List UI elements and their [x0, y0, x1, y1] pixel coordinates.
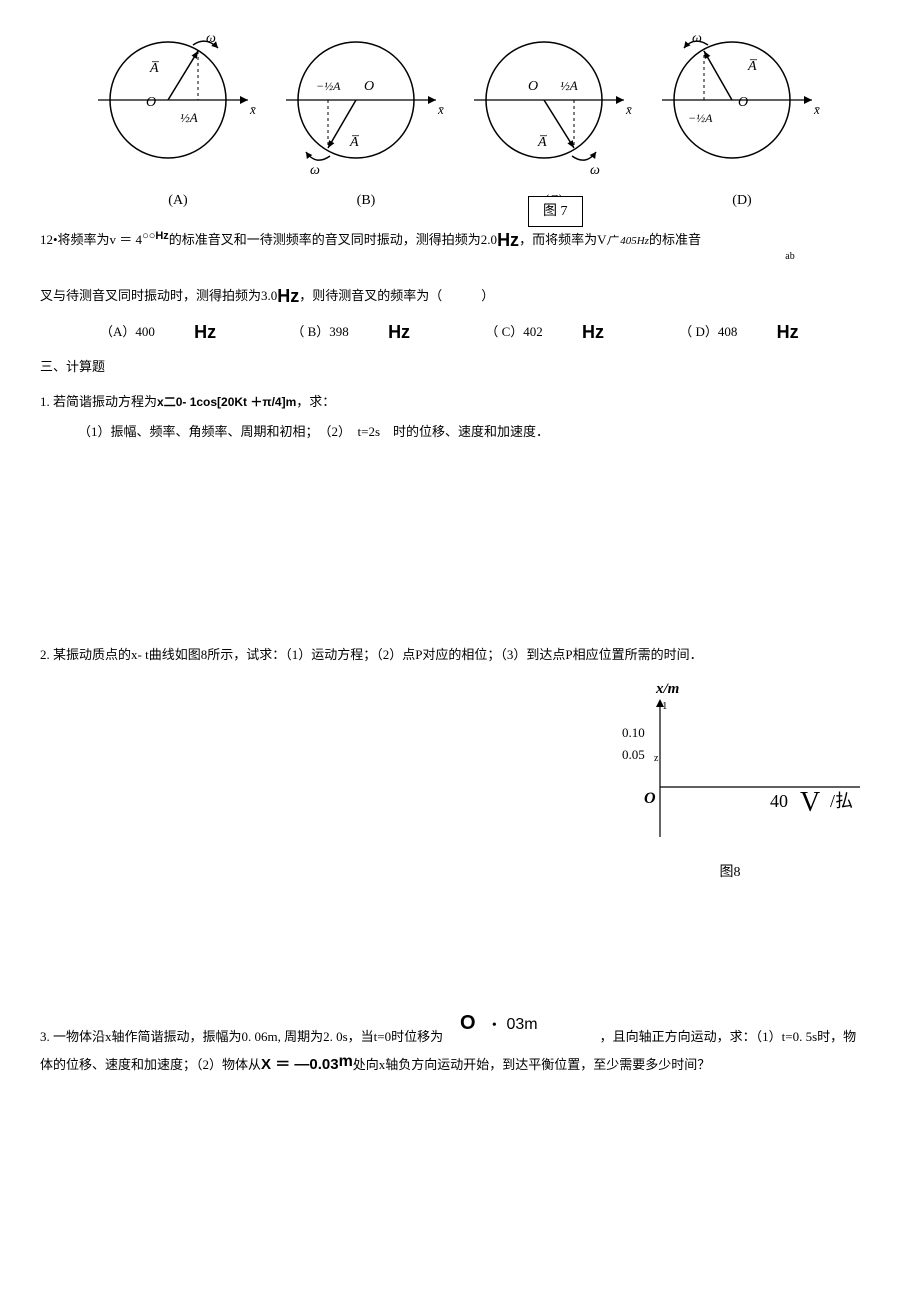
svg-text:0.10: 0.10 [622, 725, 645, 740]
svg-text:z: z [654, 753, 659, 764]
diagram-a-caption: (A) [98, 188, 258, 213]
svg-text:−½A: −½A [688, 111, 713, 125]
svg-text:O: O [146, 95, 156, 110]
calc3-line1a: 3. 一物体沿x轴作简谐振动，振幅为0. 06m, 周期为2. 0s，当t=0时… [40, 1029, 443, 1044]
diagram-a-svg: x̄ A̅ ½A Oω [98, 30, 258, 175]
q12-tail: 广 405Hz [606, 235, 648, 247]
question-12: 12•将频率为v ＝ 4○○Hz的标准音叉和一待测频率的音叉同时振动，测得拍频为… [40, 224, 880, 266]
svg-text:½A: ½A [560, 78, 578, 93]
svg-text:V: V [800, 787, 820, 818]
q12-text-2b: ，则待测音叉的频率为（ ） [299, 288, 494, 303]
svg-text:½A: ½A [180, 110, 198, 125]
option-a: （A）400 Hz [100, 324, 252, 339]
svg-text:A̅: A̅ [747, 59, 758, 74]
diagram-b-caption: (B) [286, 188, 446, 213]
diagram-b: x̄ A̅ −½A Oω (B) [286, 30, 446, 214]
q12-text-1a: 12•将频率为v ＝ 4 [40, 232, 142, 247]
svg-text:A̅: A̅ [149, 61, 160, 76]
diagram-b-svg: x̄ A̅ −½A Oω [286, 30, 446, 175]
figure-7-container: x̄A̅½AOω (A) x̄A̅−½AOω (B) x̄A̅½AOω (C) … [40, 30, 880, 214]
calc-question-2: 2. 某振动质点的x- t曲线如图8所示，试求：（1）运动方程；（2）点P对应的… [40, 643, 880, 885]
svg-text:0.05: 0.05 [622, 747, 645, 762]
svg-text:x̄: x̄ [625, 102, 632, 117]
figure-8-svg: x/m 0.10 0.05 z 1 O 40 V/払 [600, 677, 860, 847]
calc1-text: 1. 若简谐振动方程为 [40, 394, 157, 409]
svg-text:40: 40 [770, 791, 788, 811]
svg-text:O: O [528, 79, 538, 94]
calc3-line1: 3. 一物体沿x轴作简谐振动，振幅为0. 06m, 周期为2. 0s，当t=0时… [40, 1025, 880, 1048]
svg-text:ω: ω [310, 163, 320, 175]
q12-options: （A）400 Hz （ B）398 Hz （ C）402 Hz （ D）408 … [100, 316, 880, 348]
svg-text:O: O [738, 95, 748, 110]
q12-text-1c: ，而将频率为V [519, 232, 606, 247]
diagram-c: x̄A̅½AOω (C) [474, 30, 634, 214]
calc3-line1b: ，且向轴正方向运动，求：（1）t=0. 5s时，物 [600, 1029, 857, 1044]
q12-hz2: Hz [497, 230, 519, 250]
calc3-eq: X ＝ —0.03 [261, 1056, 339, 1073]
q12-ab: ab [370, 248, 920, 266]
svg-text:ω: ω [590, 163, 600, 175]
calc1-sub: （1）振幅、频率、角频率、周期和初相； （2） t=2s 时的位移、速度和加速度… [78, 420, 880, 443]
question-12-line2: 叉与待测音叉同时振动时，测得拍频为3.0Hz，则待测音叉的频率为（ ） [40, 280, 880, 312]
diagram-d: x̄ A̅ −½A Oω (D) [662, 30, 822, 214]
svg-text:O: O [364, 79, 374, 94]
q12-text-1b: 的标准音叉和一待测频率的音叉同时振动，测得拍频为2.0 [169, 232, 497, 247]
calc2-text: 2. 某振动质点的x- t曲线如图8所示，试求：（1）运动方程；（2）点P对应的… [40, 643, 880, 666]
diagram-a: x̄ A̅ ½A Oω (A) [98, 30, 258, 214]
q12-text-2a: 叉与待测音叉同时振动时，测得拍频为3.0 [40, 288, 277, 303]
q12-tail2: 的标准音 [649, 232, 701, 247]
svg-text:x̄: x̄ [437, 102, 444, 117]
q12-hz3: Hz [277, 286, 299, 306]
svg-text:1: 1 [662, 700, 668, 712]
calc1-eq: x二0- 1cos[20Kt ＋π/4]m [157, 395, 296, 409]
svg-text:A̅: A̅ [537, 135, 548, 150]
calc3-line2a: 体的位移、速度和加速度；（2）物体从 [40, 1057, 261, 1072]
section-3-heading: 三、计算题 [40, 355, 880, 378]
svg-text:−½A: −½A [316, 79, 341, 93]
figure-7-label: 图 7 [528, 196, 583, 227]
svg-text:A̅: A̅ [349, 135, 360, 150]
diagram-c-svg: x̄ A̅ ½A Oω [474, 30, 634, 175]
option-b: （ B）398 Hz [291, 324, 446, 339]
q12-hz1: ○○Hz [142, 230, 169, 242]
svg-text:ω: ω [692, 31, 702, 46]
calc3-m: m [339, 1053, 353, 1070]
diagram-d-svg: x̄ A̅ −½A Oω [662, 30, 822, 175]
svg-text:/払: /払 [830, 791, 853, 811]
diagram-d-caption: (D) [662, 188, 822, 213]
svg-text:O: O [644, 790, 656, 807]
svg-text:x/m: x/m [655, 681, 679, 697]
figure-8-caption: 图8 [600, 860, 860, 885]
svg-text:ω: ω [206, 31, 216, 46]
svg-text:x̄: x̄ [249, 102, 256, 117]
option-c: （ C）402 Hz [485, 324, 640, 339]
calc-question-1: 1. 若简谐振动方程为x二0- 1cos[20Kt ＋π/4]m，求： （1）振… [40, 390, 880, 443]
figure-7-row: x̄A̅½AOω (A) x̄A̅−½AOω (B) x̄A̅½AOω (C) … [40, 30, 880, 214]
calc3-line2b: 处向x轴负方向运动开始，到达平衡位置，至少需要多少时间？ [353, 1057, 711, 1072]
calc-question-3: O • 03m 3. 一物体沿x轴作简谐振动，振幅为0. 06m, 周期为2. … [40, 1005, 880, 1078]
svg-text:x̄: x̄ [813, 102, 820, 117]
figure-8-container: x/m 0.10 0.05 z 1 O 40 V/払 图8 [600, 677, 860, 886]
option-d: （ D）408 Hz [679, 324, 834, 339]
calc1-tail: ，求： [296, 394, 335, 409]
calc3-line2: 体的位移、速度和加速度；（2）物体从X ＝ —0.03m处向x轴负方向运动开始，… [40, 1048, 880, 1078]
